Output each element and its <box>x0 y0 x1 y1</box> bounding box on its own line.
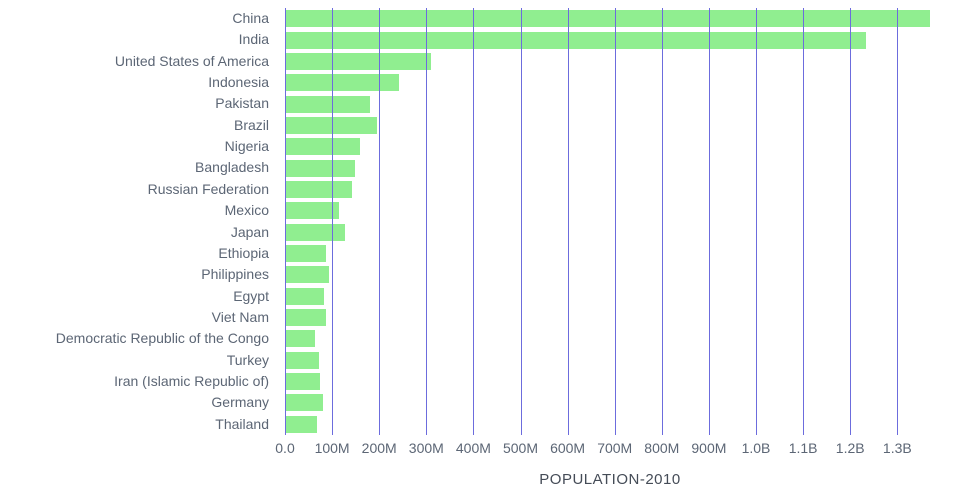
bar <box>285 74 399 92</box>
bar <box>285 415 317 433</box>
bar <box>285 245 327 263</box>
y-axis-label: China <box>232 10 269 26</box>
x-tick-label: 1.1B <box>788 440 818 456</box>
y-axis-label: Pakistan <box>215 95 269 112</box>
bar <box>285 394 324 412</box>
y-axis-label: Turkey <box>226 351 269 368</box>
x-tick-label: 600M <box>550 440 586 456</box>
bar <box>285 52 431 70</box>
bar <box>285 95 370 113</box>
bar <box>285 159 355 177</box>
bar <box>285 287 324 305</box>
bar <box>285 31 867 49</box>
x-tick-label: 0.0 <box>275 440 295 456</box>
plot-area <box>285 8 935 435</box>
chart-title: POPULATION-2010 <box>539 471 681 488</box>
x-tick-label: 700M <box>597 440 633 456</box>
bar <box>285 138 360 156</box>
x-tick-label: 900M <box>691 440 727 456</box>
y-axis-label: United States of America <box>114 52 269 69</box>
x-tick-label: 500M <box>502 440 539 456</box>
bar <box>285 202 339 220</box>
bar <box>285 266 330 284</box>
bar <box>285 10 930 28</box>
x-tick-label: 300M <box>408 440 444 456</box>
bar <box>285 116 378 134</box>
bar <box>285 309 327 327</box>
x-tick-label: 1.2B <box>835 440 865 456</box>
y-axis-label: Nigeria <box>224 138 269 155</box>
y-axis-label: Ethiopia <box>218 244 269 261</box>
y-axis-label: Egypt <box>233 287 269 304</box>
y-axis-label: Germany <box>211 394 269 411</box>
bars-layer <box>285 8 935 435</box>
y-axis-label: Russian Federation <box>147 180 269 197</box>
y-axis-label: Philippines <box>201 266 269 283</box>
x-tick-label: 400M <box>455 440 491 456</box>
y-axis-label: Viet Nam <box>211 308 269 325</box>
bar <box>285 351 320 369</box>
y-axis-label: Iran (Islamic Republic of) <box>114 372 269 389</box>
x-tick-label: 200M <box>361 440 397 456</box>
x-tick-label: 1.0B <box>741 440 771 456</box>
bar <box>285 223 346 241</box>
y-axis-labels: China India United States of America Indone… <box>0 8 277 435</box>
x-axis-labels: 0.0 100M 200M 300M 400M 500M 600M 700M 800M 900M 1… <box>275 440 935 460</box>
bar <box>285 330 316 348</box>
x-tick-label: 1.3B <box>882 440 912 456</box>
bar <box>285 373 321 391</box>
x-tick-label: 800M <box>644 440 680 456</box>
y-axis-label: Indonesia <box>208 74 269 91</box>
y-axis-label: Mexico <box>224 202 269 219</box>
y-axis-label: Japan <box>230 223 269 240</box>
x-tick-label: 100M <box>314 440 350 456</box>
y-axis-label: India <box>238 31 269 48</box>
bar <box>285 180 353 198</box>
y-axis-label: Thailand <box>215 415 269 432</box>
y-axis-label: Brazil <box>233 116 269 133</box>
y-axis-label: Democratic Republic of the Congo <box>55 330 269 347</box>
y-axis-label: Bangladesh <box>195 159 269 176</box>
